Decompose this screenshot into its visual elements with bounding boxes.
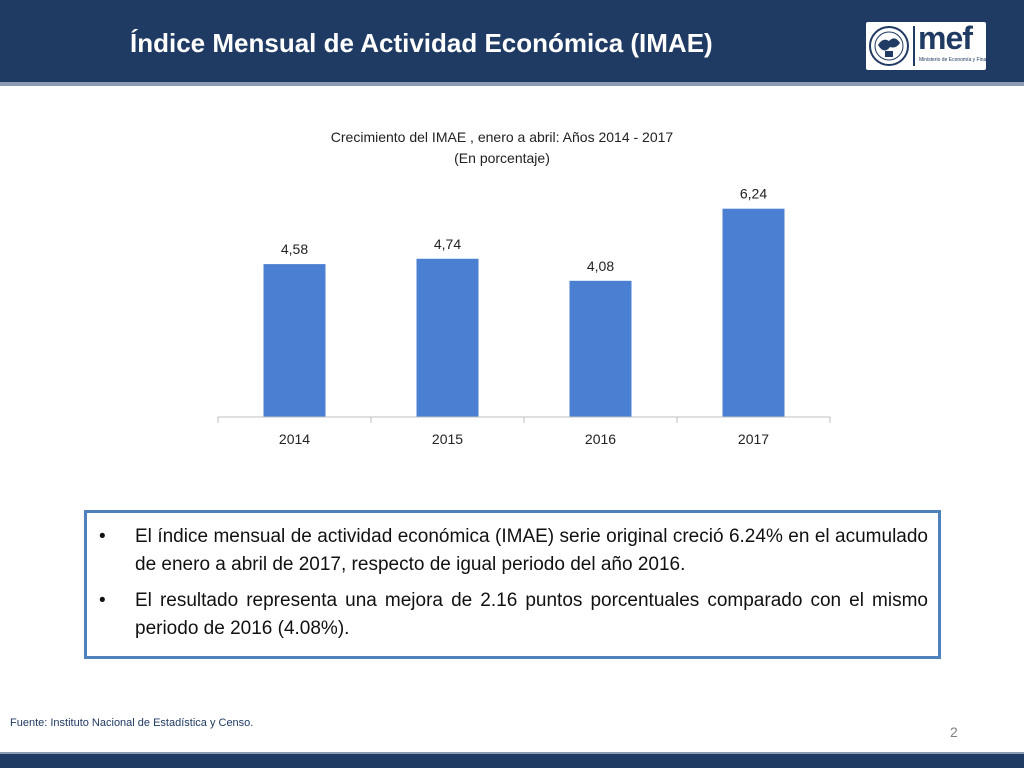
data-label-2017: 6,24	[740, 186, 767, 202]
note-item: • El índice mensual de actividad económi…	[97, 523, 928, 579]
page-number: 2	[950, 724, 958, 740]
bar-2016	[569, 280, 632, 417]
bar-2015	[416, 258, 479, 417]
logo-divider	[913, 26, 915, 66]
note-text: El índice mensual de actividad económica…	[135, 526, 928, 575]
notes-list: • El índice mensual de actividad económi…	[97, 523, 928, 643]
page-title: Índice Mensual de Actividad Económica (I…	[130, 28, 713, 58]
header-bar: Índice Mensual de Actividad Económica (I…	[0, 0, 1024, 86]
bullet-icon: •	[99, 526, 106, 547]
data-label-2015: 4,74	[434, 236, 461, 252]
bar-2017	[722, 208, 785, 417]
ministry-seal-icon	[869, 26, 909, 66]
bar-2014	[263, 264, 326, 417]
x-tick-label-2017: 2017	[738, 431, 769, 447]
data-label-2016: 4,08	[587, 258, 614, 274]
x-tick-label-2014: 2014	[279, 431, 310, 447]
notes-box: • El índice mensual de actividad económi…	[84, 510, 941, 659]
x-tick-label-2016: 2016	[585, 431, 616, 447]
chart-subtitle: (En porcentaje)	[454, 150, 550, 166]
logo-wordmark: mef	[918, 20, 973, 56]
data-label-2014: 4,58	[281, 241, 308, 257]
note-text: El resultado representa una mejora de 2.…	[135, 590, 928, 639]
bullet-icon: •	[99, 590, 106, 611]
source-note: Fuente: Instituto Nacional de Estadístic…	[10, 717, 254, 729]
note-item: • El resultado representa una mejora de …	[97, 587, 928, 643]
mef-logo: mef Ministerio de Economía y Finanzas	[866, 20, 997, 70]
bar-chart: 4,58 2014 4,74 2015 4,08 2016 6,24 2017	[217, 186, 831, 447]
chart-title: Crecimiento del IMAE , enero a abril: Añ…	[330, 129, 674, 145]
logo-subtitle: Ministerio de Economía y Finanzas	[919, 57, 997, 63]
x-tick-label-2015: 2015	[432, 431, 463, 447]
footer-bar	[0, 752, 1024, 768]
